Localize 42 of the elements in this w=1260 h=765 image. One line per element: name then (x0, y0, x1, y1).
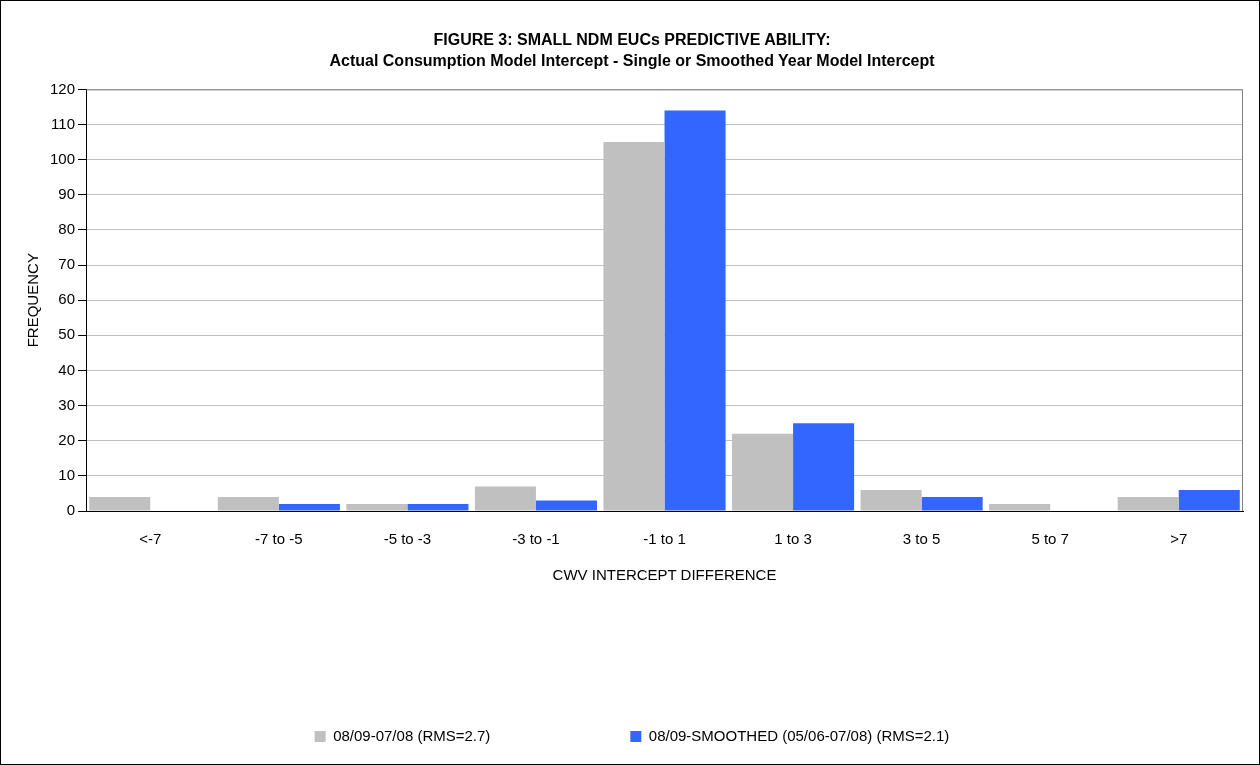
bar (346, 503, 408, 511)
x-tick-label: 3 to 5 (902, 530, 941, 548)
bar (664, 110, 726, 511)
bar (278, 503, 340, 511)
x-tick-label: -3 to -1 (512, 530, 560, 548)
y-tick-label: 100 (50, 149, 76, 167)
y-tick-label: 30 (58, 395, 76, 413)
bar (407, 503, 469, 511)
y-axis-title: FREQUENCY (24, 253, 42, 348)
y-tick-label: 50 (58, 325, 76, 343)
chart-title: FIGURE 3: SMALL NDM EUCs PREDICTIVE ABILITY: (433, 31, 831, 49)
y-tick-label: 110 (51, 114, 76, 132)
bar (860, 489, 922, 511)
x-tick-label: >7 (1170, 530, 1188, 548)
y-tick-label: 0 (66, 501, 76, 519)
y-tick-label: 120 (50, 79, 76, 97)
legend-label: 08/09-SMOOTHED (05/06-07/08) (RMS=2.1) (648, 726, 950, 744)
x-tick-label: 5 to 7 (1031, 530, 1069, 548)
bar (989, 503, 1051, 511)
bar (1178, 489, 1240, 511)
bar (793, 423, 855, 511)
y-tick-label: 60 (58, 290, 76, 308)
y-tick-label: 20 (58, 430, 76, 448)
x-tick-label: -1 to 1 (643, 530, 686, 548)
y-tick-label: 90 (58, 184, 76, 202)
x-tick-label: -5 to -3 (383, 530, 432, 548)
bar (217, 496, 279, 511)
x-tick-label: 1 to 3 (774, 530, 812, 548)
bar (89, 496, 151, 511)
bar (474, 486, 536, 511)
bar (1117, 496, 1179, 511)
y-tick-label: 40 (58, 360, 76, 378)
x-tick-label: -7 to -5 (255, 530, 303, 548)
legend-label: 08/09-07/08 (RMS=2.7) (333, 726, 491, 744)
y-tick-label: 80 (58, 220, 76, 238)
y-tick-label: 10 (58, 466, 76, 484)
bar (535, 500, 598, 511)
bar (921, 496, 983, 511)
chart-subtitle: Actual Consumption Model Intercept - Single or Smoothed Year Model Intercept (329, 52, 936, 70)
x-axis-title: CWV INTERCEPT DIFFERENCE (552, 566, 777, 584)
x-tick-label: <-7 (139, 530, 162, 548)
y-tick-label: 70 (58, 255, 76, 273)
